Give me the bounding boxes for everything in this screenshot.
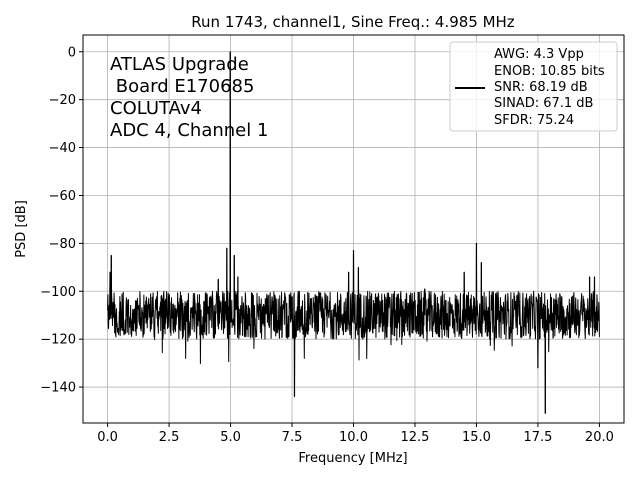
board-annotation: ATLAS Upgrade Board E170685 COLUTAv4 ADC… bbox=[110, 54, 268, 141]
y-tick-label: −120 bbox=[40, 333, 76, 348]
annotation-line-3: COLUTAv4 bbox=[110, 98, 202, 119]
legend: AWG: 4.3 Vpp ENOB: 10.85 bits SNR: 68.19… bbox=[449, 41, 618, 132]
y-tick-label: −140 bbox=[40, 381, 76, 396]
legend-line-2: ENOB: 10.85 bits bbox=[494, 64, 605, 79]
x-tick-label: 0.0 bbox=[97, 430, 118, 445]
y-tick-label: −20 bbox=[49, 93, 76, 108]
y-axis: 0 −20 −40 −60 −80 −100 −120 −140 bbox=[40, 45, 83, 396]
x-tick-label: 10.0 bbox=[339, 430, 368, 445]
annotation-line-4: ADC 4, Channel 1 bbox=[110, 120, 268, 141]
legend-line-3: SNR: 68.19 dB bbox=[494, 80, 588, 95]
chart-title: Run 1743, channel1, Sine Freq.: 4.985 MH… bbox=[191, 13, 515, 31]
y-tick-label: −80 bbox=[49, 237, 76, 252]
x-tick-label: 17.5 bbox=[523, 430, 552, 445]
annotation-line-2: Board E170685 bbox=[110, 76, 254, 97]
y-tick-label: 0 bbox=[68, 45, 76, 60]
y-tick-label: −60 bbox=[49, 189, 76, 204]
psd-series-line bbox=[107, 51, 600, 414]
x-tick-label: 15.0 bbox=[462, 430, 491, 445]
x-axis-label: Frequency [MHz] bbox=[298, 451, 407, 466]
y-tick-label: −40 bbox=[49, 141, 76, 156]
legend-line-1: AWG: 4.3 Vpp bbox=[494, 47, 584, 62]
x-tick-label: 20.0 bbox=[585, 430, 614, 445]
legend-line-5: SFDR: 75.24 bbox=[494, 113, 574, 128]
x-tick-label: 12.5 bbox=[401, 430, 430, 445]
y-tick-label: −100 bbox=[40, 285, 76, 300]
legend-box bbox=[449, 41, 618, 132]
x-tick-label: 7.5 bbox=[282, 430, 303, 445]
x-axis: 0.0 2.5 5.0 7.5 10.0 12.5 15.0 17.5 20.0 bbox=[97, 423, 614, 445]
annotation-line-1: ATLAS Upgrade bbox=[110, 54, 249, 75]
x-tick-label: 5.0 bbox=[220, 430, 241, 445]
x-tick-label: 2.5 bbox=[159, 430, 180, 445]
legend-line-4: SINAD: 67.1 dB bbox=[494, 96, 593, 111]
y-axis-label: PSD [dB] bbox=[14, 200, 29, 258]
